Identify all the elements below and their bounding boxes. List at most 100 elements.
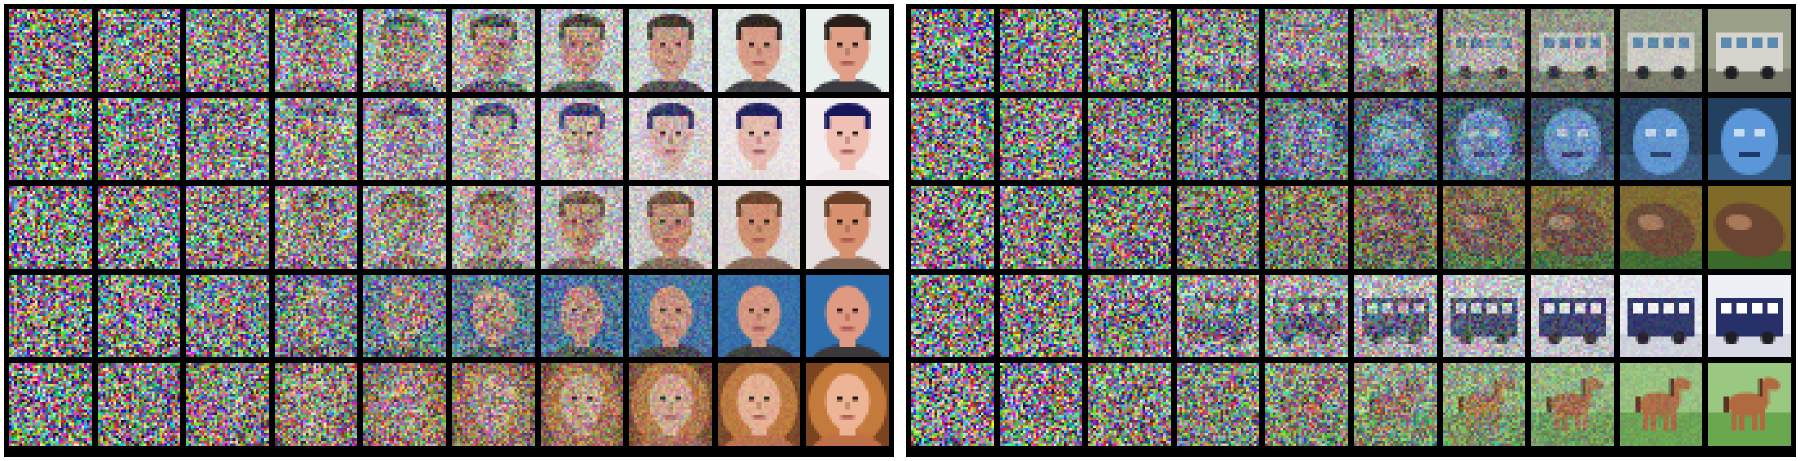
object-denoising-grid	[906, 4, 1796, 457]
sample-tile	[717, 9, 801, 92]
sample-tile	[1176, 186, 1260, 269]
sample-tile	[97, 186, 181, 269]
sample-image	[452, 186, 535, 269]
face-denoising-grid	[4, 4, 894, 457]
sample-tile	[1354, 274, 1437, 358]
sample-tile	[1442, 97, 1526, 181]
sample-tile	[363, 274, 446, 358]
sample-image	[1531, 186, 1614, 269]
sample-tile	[452, 274, 535, 358]
sample-tile	[274, 9, 358, 92]
sample-image	[1088, 9, 1171, 92]
sample-tile	[274, 274, 358, 358]
sample-image	[186, 97, 269, 181]
sample-image	[717, 363, 801, 446]
sample-tile	[1531, 274, 1614, 358]
sample-image	[1354, 9, 1437, 92]
sample-tile	[1354, 186, 1437, 269]
sample-image	[1176, 97, 1260, 181]
sample-tile	[540, 186, 624, 269]
sample-tile	[911, 9, 994, 92]
sample-image	[1708, 186, 1791, 269]
sample-tile	[186, 97, 269, 181]
sample-image	[1354, 97, 1437, 181]
sample-tile	[999, 274, 1083, 358]
sample-tile	[452, 186, 535, 269]
sample-tile	[363, 363, 446, 446]
sample-tile	[629, 97, 712, 181]
sample-tile	[540, 274, 624, 358]
sample-tile	[540, 97, 624, 181]
sample-tile	[452, 97, 535, 181]
sample-tile	[1619, 97, 1703, 181]
sample-tile	[9, 274, 92, 358]
sample-image	[274, 97, 358, 181]
sample-image	[911, 9, 994, 92]
sample-image	[363, 186, 446, 269]
sample-image	[629, 274, 712, 358]
sample-tile	[1531, 97, 1614, 181]
sample-tile	[717, 274, 801, 358]
sample-image	[1531, 274, 1614, 358]
sample-image	[9, 97, 92, 181]
sample-image	[629, 97, 712, 181]
sample-image	[999, 97, 1083, 181]
sample-image	[1531, 9, 1614, 92]
sample-tile	[186, 274, 269, 358]
sample-tile	[1176, 97, 1260, 181]
sample-image	[9, 274, 92, 358]
sample-image	[274, 9, 358, 92]
sample-image	[1176, 9, 1260, 92]
sample-image	[1088, 97, 1171, 181]
sample-image	[186, 274, 269, 358]
sample-tile	[1442, 186, 1526, 269]
sample-image	[540, 363, 624, 446]
sample-image	[1354, 186, 1437, 269]
sample-image	[97, 186, 181, 269]
sample-tile	[97, 363, 181, 446]
sample-image	[363, 363, 446, 446]
sample-image	[452, 9, 535, 92]
sample-tile	[1176, 363, 1260, 446]
sample-tile	[1708, 9, 1791, 92]
sample-tile	[717, 186, 801, 269]
sample-image	[1619, 97, 1703, 181]
sample-image	[540, 97, 624, 181]
sample-tile	[806, 363, 889, 446]
sample-tile	[9, 97, 92, 181]
sample-image	[1442, 274, 1526, 358]
sample-image	[1354, 274, 1437, 358]
sample-tile	[1708, 97, 1791, 181]
sample-image	[911, 97, 994, 181]
sample-image	[363, 9, 446, 92]
sample-image	[911, 363, 994, 446]
sample-tile	[186, 363, 269, 446]
sample-tile	[97, 97, 181, 181]
sample-tile	[363, 186, 446, 269]
sample-tile	[1619, 9, 1703, 92]
sample-tile	[1176, 274, 1260, 358]
sample-image	[1442, 9, 1526, 92]
sample-image	[717, 186, 801, 269]
sample-tile	[1531, 9, 1614, 92]
sample-tile	[186, 9, 269, 92]
sample-tile	[1265, 274, 1348, 358]
sample-image	[629, 9, 712, 92]
sample-tile	[911, 274, 994, 358]
sample-tile	[1531, 186, 1614, 269]
sample-image	[274, 186, 358, 269]
sample-image	[629, 363, 712, 446]
sample-tile	[1265, 97, 1348, 181]
sample-image	[1176, 274, 1260, 358]
sample-tile	[1354, 363, 1437, 446]
sample-image	[806, 97, 889, 181]
sample-tile	[1176, 9, 1260, 92]
sample-image	[274, 363, 358, 446]
sample-tile	[1088, 9, 1171, 92]
sample-tile	[1088, 97, 1171, 181]
sample-image	[1619, 274, 1703, 358]
sample-image	[9, 9, 92, 92]
sample-tile	[1708, 274, 1791, 358]
sample-image	[1265, 186, 1348, 269]
sample-image	[999, 274, 1083, 358]
